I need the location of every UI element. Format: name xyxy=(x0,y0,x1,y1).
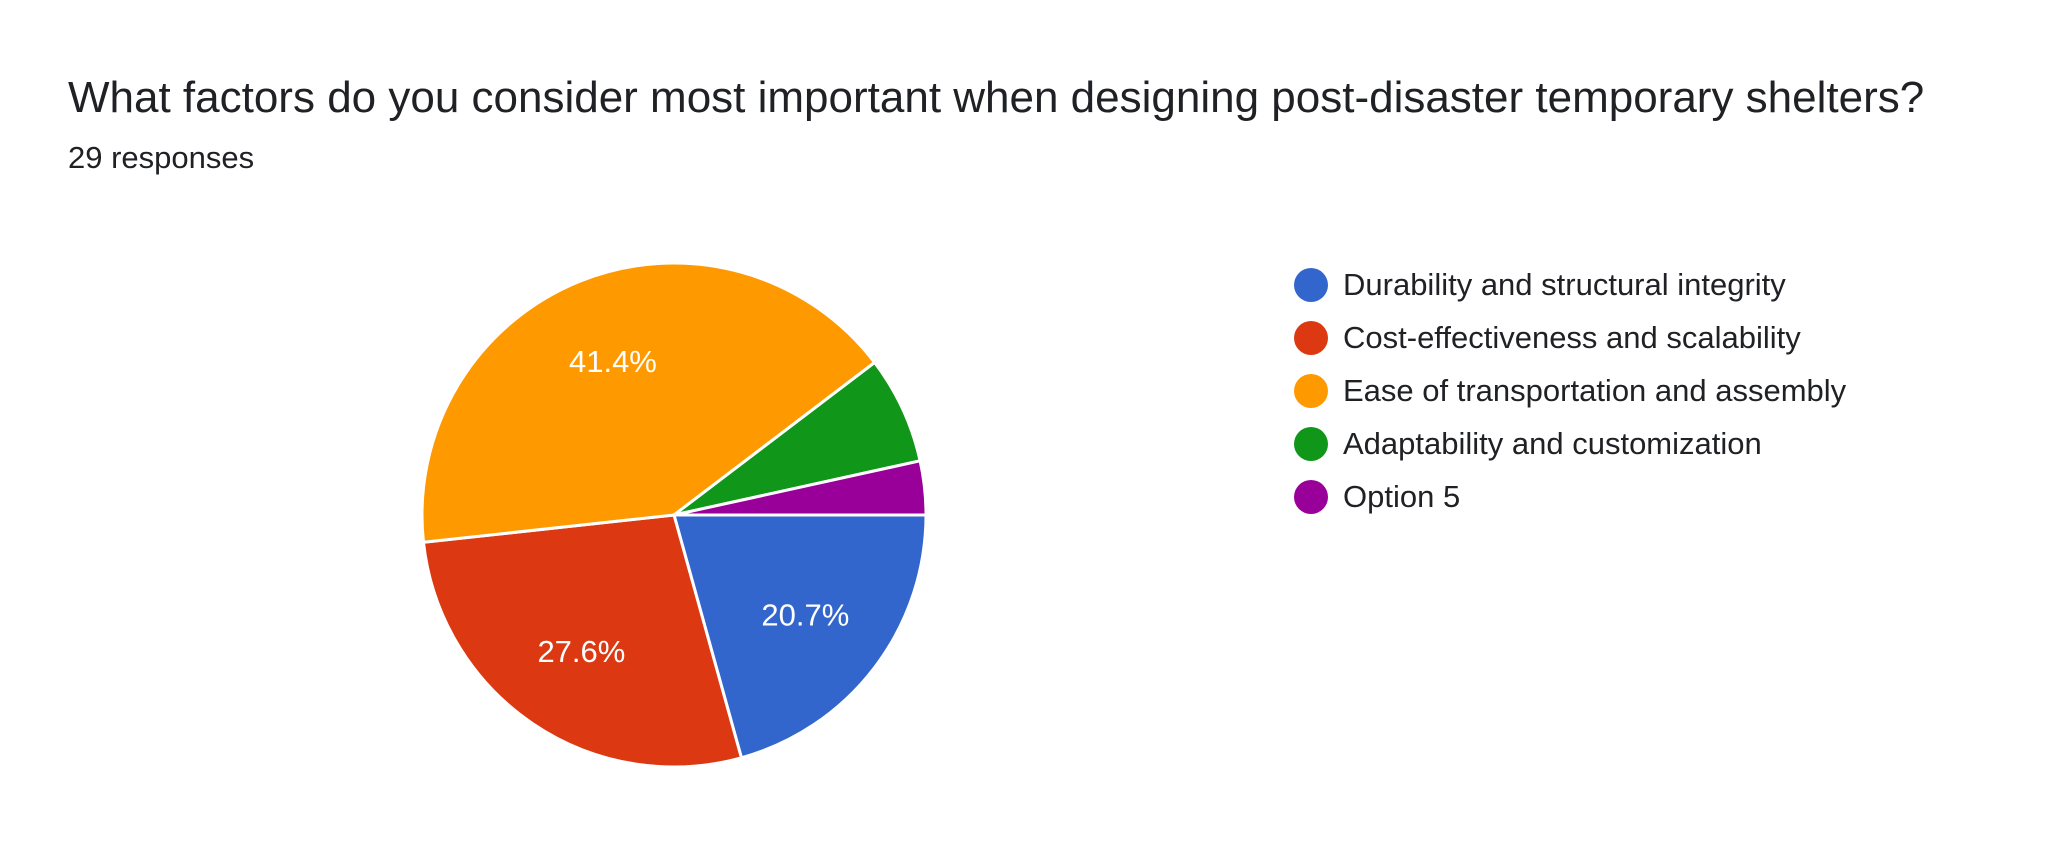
legend-label: Ease of transportation and assembly xyxy=(1343,372,1847,408)
legend-swatch-icon xyxy=(1294,426,1328,461)
question-title: What factors do you consider most import… xyxy=(68,73,1925,122)
pie-slice-label: 27.6% xyxy=(537,634,625,669)
legend-item-durability-and-structural-integrity[interactable]: Durability and structural integrity xyxy=(1294,258,1846,311)
legend-label: Option 5 xyxy=(1343,478,1461,514)
pie-slice-option-5[interactable] xyxy=(672,459,928,517)
legend-item-option-5[interactable]: Option 5 xyxy=(1294,470,1846,523)
pie-slice-ease-of-transportation-and-assembly[interactable] xyxy=(420,261,877,544)
legend-swatch-icon xyxy=(1294,373,1328,408)
legend-label: Adaptability and customization xyxy=(1343,425,1762,461)
pie-slice-durability-and-structural-integrity[interactable] xyxy=(672,513,928,760)
legend-swatch-icon xyxy=(1294,479,1328,514)
chart-legend: Durability and structural integrity Cost-… xyxy=(1294,258,1846,523)
legend-label: Cost-effectiveness and scalability xyxy=(1343,319,1801,355)
pie-slice-cost-effectiveness-and-scalability[interactable] xyxy=(421,513,743,769)
pie-slice-label: 41.4% xyxy=(569,344,657,379)
legend-swatch-icon xyxy=(1294,267,1328,302)
legend-swatch-icon xyxy=(1294,320,1328,355)
pie-slice-labels: 20.7% 27.6% 41.4% xyxy=(537,344,849,669)
legend-item-adaptability-and-customization[interactable]: Adaptability and customization xyxy=(1294,417,1846,470)
pie-slice-label: 20.7% xyxy=(761,597,849,632)
legend-label: Durability and structural integrity xyxy=(1343,266,1786,302)
pie-slice-adaptability-and-customization[interactable] xyxy=(672,361,922,517)
legend-item-cost-effectiveness-and-scalability[interactable]: Cost-effectiveness and scalability xyxy=(1294,311,1846,364)
pie-slices xyxy=(420,261,928,769)
response-count: 29 responses xyxy=(68,140,255,175)
legend-item-ease-of-transportation-and-assembly[interactable]: Ease of transportation and assembly xyxy=(1294,364,1846,417)
